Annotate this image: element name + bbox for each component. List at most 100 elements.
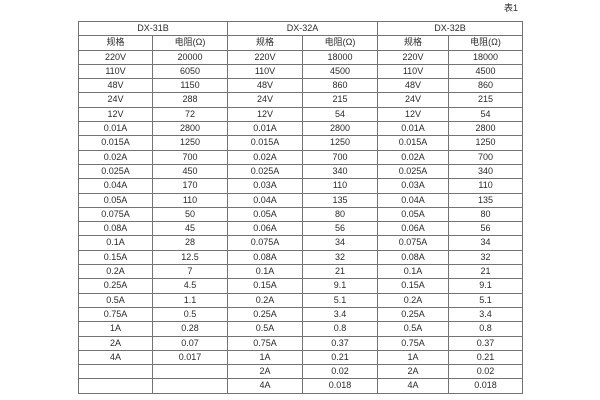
spec-cell: 24V [78, 92, 153, 108]
resistance-cell: 110 [448, 178, 524, 194]
resistance-cell: 3.4 [448, 306, 524, 323]
resistance-cell: 9.1 [302, 278, 379, 294]
resistance-cell: 32 [448, 249, 524, 266]
table-row: 0.04A 170 0.03A 110 0.03A 110 [78, 178, 524, 194]
resistance-cell: 34 [448, 235, 524, 251]
spec-cell: 1A [227, 349, 304, 366]
spec-cell: 24V [227, 92, 304, 108]
group-title-dx32a: DX-32A [227, 20, 379, 37]
resistance-cell: 450 [151, 163, 229, 180]
table-row: 110V 6050 110V 4500 110V 4500 [78, 63, 524, 80]
spec-cell: 0.1A [78, 235, 153, 251]
resistance-cell: 170 [151, 178, 229, 194]
resistance-cell: 700 [448, 149, 524, 165]
resistance-cell: 28 [151, 235, 229, 251]
spec-cell: 0.015A [78, 135, 153, 151]
resistance-cell: 0.21 [302, 349, 379, 366]
resistance-cell: 340 [448, 163, 524, 180]
resistance-cell: 54 [302, 106, 379, 123]
spec-cell: 0.02A [78, 149, 153, 165]
table-body: 220V 20000 220V 18000 220V 18000 110V 6050 110V 4… [78, 49, 524, 394]
resistance-cell: 860 [448, 78, 524, 94]
spec-cell: 0.04A [227, 192, 304, 208]
spec-cell: 0.75A [227, 335, 304, 351]
resistance-cell: 0.02 [302, 364, 379, 380]
spec-cell [78, 364, 153, 380]
spec-cell: 2A [377, 364, 450, 380]
table-head: DX-31B DX-32A DX-32B 规格 电阻(Ω) 规格 电阻(Ω) 规… [77, 20, 524, 51]
resistance-cell: 860 [302, 78, 379, 94]
spec-cell: 24V [377, 92, 450, 108]
spec-cell: 0.025A [227, 163, 304, 180]
spec-cell [78, 378, 153, 394]
spec-cell: 2A [227, 364, 304, 380]
spec-cell: 0.075A [377, 235, 450, 251]
resistance-cell: 12.5 [151, 249, 229, 266]
resistance-cell: 0.21 [448, 349, 524, 366]
spec-cell: 0.25A [78, 278, 153, 294]
resistance-cell: 0.018 [302, 378, 379, 394]
resistance-cell: 215 [448, 92, 524, 108]
table-row: 220V 20000 220V 18000 220V 18000 [78, 49, 524, 65]
resistance-cell: 0.017 [151, 349, 229, 366]
spec-cell: 0.5A [78, 292, 153, 308]
resistance-cell: 34 [302, 235, 379, 251]
table-row: 0.25A 4.5 0.15A 9.1 0.15A 9.1 [78, 278, 524, 294]
table-row: 0.15A 12.5 0.08A 32 0.08A 32 [78, 249, 524, 266]
spec-cell: 0.1A [377, 264, 450, 280]
spec-cell: 0.15A [227, 278, 304, 294]
resistance-cell: 21 [448, 264, 524, 280]
resistance-cell: 215 [302, 92, 379, 108]
resistance-cell: 72 [151, 106, 229, 123]
resistance-cell: 1250 [151, 135, 229, 151]
resistance-cell: 700 [151, 149, 229, 165]
resistance-cell: 56 [302, 221, 379, 237]
spec-cell: 0.04A [78, 178, 153, 194]
table-row: 24V 288 24V 215 24V 215 [78, 92, 524, 108]
table-row: 12V 72 12V 54 12V 54 [78, 106, 524, 123]
spec-cell: 0.05A [78, 192, 153, 208]
spec-column-header: 规格 [227, 35, 304, 51]
resistance-cell: 7 [151, 264, 229, 280]
table-row: 0.08A 45 0.06A 56 0.06A 56 [78, 221, 524, 237]
table-row: 0.75A 0.5 0.25A 3.4 0.25A 3.4 [78, 306, 524, 323]
spec-column-header: 规格 [377, 35, 450, 51]
resistance-cell: 135 [448, 192, 524, 208]
table-row: 0.2A 7 0.1A 21 0.1A 21 [78, 264, 524, 280]
spec-cell: 4A [377, 378, 450, 394]
spec-cell: 220V [78, 49, 153, 65]
resistance-cell: 9.1 [448, 278, 524, 294]
spec-cell: 0.03A [377, 178, 450, 194]
spec-cell: 0.075A [78, 206, 153, 223]
spec-cell: 0.01A [377, 121, 450, 137]
spec-cell: 0.08A [377, 249, 450, 266]
spec-cell: 110V [227, 63, 304, 80]
resistance-cell: 0.37 [448, 335, 524, 351]
resistance-cell: 5.1 [448, 292, 524, 308]
resistance-cell: 700 [302, 149, 379, 165]
group-header-row: DX-31B DX-32A DX-32B [77, 20, 524, 37]
table-row: 0.01A 2800 0.01A 2800 0.01A 2800 [78, 121, 524, 137]
resistance-cell: 3.4 [302, 306, 379, 323]
spec-cell: 0.25A [227, 306, 304, 323]
resistance-cell: 32 [302, 249, 379, 266]
resistance-column-header: 电阻(Ω) [448, 35, 524, 51]
resistance-cell: 288 [151, 92, 229, 108]
spec-cell: 110V [78, 63, 153, 80]
table-caption: 表1 [503, 3, 518, 13]
spec-cell: 12V [227, 106, 304, 123]
spec-column-header: 规格 [78, 35, 153, 51]
resistance-cell: 21 [302, 264, 379, 280]
spec-cell: 0.01A [78, 121, 153, 137]
spec-cell: 0.75A [377, 335, 450, 351]
resistance-cell: 135 [302, 192, 379, 208]
spec-cell: 0.08A [227, 249, 304, 266]
spec-cell: 12V [78, 106, 153, 123]
group-title-dx31b: DX-31B [77, 20, 229, 37]
resistance-cell: 5.1 [302, 292, 379, 308]
group-title-dx32b: DX-32B [377, 20, 524, 37]
spec-cell: 0.02A [227, 149, 304, 165]
spec-cell: 48V [377, 78, 450, 94]
spec-cell: 4A [227, 378, 304, 394]
